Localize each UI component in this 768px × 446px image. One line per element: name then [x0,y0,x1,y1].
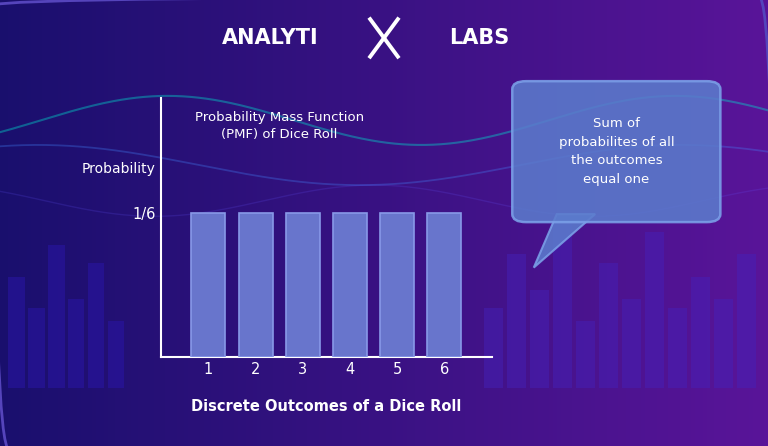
Bar [645,232,664,388]
Polygon shape [534,214,595,268]
Bar [88,263,104,388]
Bar [622,299,641,388]
Text: LABS: LABS [449,28,509,48]
Bar [28,308,45,388]
Bar [191,213,226,357]
Text: ANALYTI: ANALYTI [222,28,319,48]
Bar [599,263,618,388]
Text: Discrete Outcomes of a Dice Roll: Discrete Outcomes of a Dice Roll [191,399,462,414]
Bar [668,308,687,388]
Bar [333,213,367,357]
Bar [380,213,414,357]
FancyBboxPatch shape [512,81,720,222]
Bar [530,290,549,388]
Bar [427,213,462,357]
Bar [484,308,503,388]
Bar [108,321,124,388]
Bar [714,299,733,388]
Bar [239,213,273,357]
Bar [553,219,572,388]
Bar [8,277,25,388]
Bar [507,254,526,388]
Text: Probability: Probability [82,162,156,177]
Bar [68,299,84,388]
Bar [48,245,65,388]
Text: Probability Mass Function
(PMF) of Dice Roll: Probability Mass Function (PMF) of Dice … [194,111,364,141]
Text: Sum of
probabilites of all
the outcomes
equal one: Sum of probabilites of all the outcomes … [558,117,674,186]
Bar [576,321,595,388]
Bar [737,254,756,388]
Bar [286,213,319,357]
Bar [691,277,710,388]
